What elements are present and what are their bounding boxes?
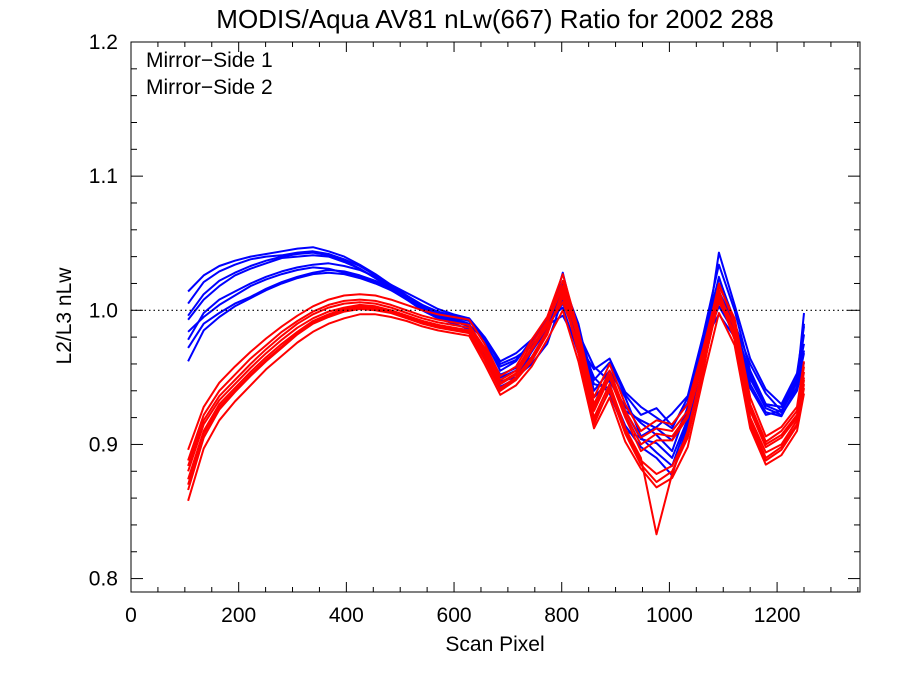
- plot-frame: [130, 41, 861, 593]
- x-tick-labels: 0 200 400 600 800 1000 1200: [125, 604, 800, 627]
- ticks: [130, 41, 860, 592]
- x-tick-label: 200: [221, 604, 256, 627]
- series-layer: [187, 246, 805, 536]
- y-tick-label: 1.1: [89, 165, 118, 188]
- y-tick-label: 1.2: [89, 31, 118, 54]
- y-tick-label: 0.9: [89, 433, 118, 456]
- x-tick-label: 800: [544, 604, 579, 627]
- y-tick-label: 1.0: [89, 299, 118, 322]
- series-line-mirror-side-2: [187, 309, 805, 502]
- y-tick-label: 0.8: [89, 568, 118, 591]
- y-tick-labels: 0.8 0.9 1.0 1.1 1.2: [89, 31, 118, 591]
- series-line-mirror-side-1: [187, 254, 805, 438]
- chart-title: MODIS/Aqua AV81 nLw(667) Ratio for 2002 …: [216, 4, 773, 34]
- x-tick-label: 1000: [646, 604, 693, 627]
- plot-area: [130, 41, 861, 593]
- x-tick-label: 600: [437, 604, 472, 627]
- legend: Mirror−Side 1 Mirror−Side 2: [146, 49, 273, 99]
- x-tick-label: 400: [329, 604, 364, 627]
- y-axis-title: L2/L3 nLw: [53, 267, 76, 365]
- series-line-mirror-side-1: [187, 262, 805, 427]
- x-tick-label: 0: [125, 604, 137, 627]
- series-line-mirror-side-2: [187, 285, 805, 467]
- legend-label-mirror-side-1: Mirror−Side 1: [146, 49, 273, 72]
- x-axis-title: Scan Pixel: [445, 633, 544, 656]
- series-line-mirror-side-2: [187, 273, 805, 451]
- legend-label-mirror-side-2: Mirror−Side 2: [146, 76, 273, 99]
- series-line-mirror-side-2: [187, 293, 805, 485]
- x-tick-label: 1200: [754, 604, 801, 627]
